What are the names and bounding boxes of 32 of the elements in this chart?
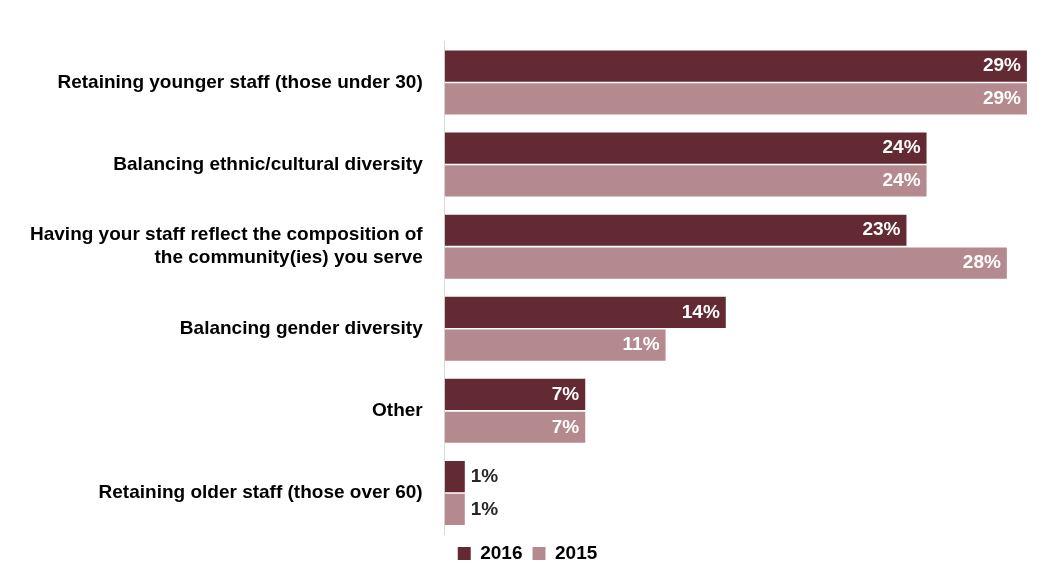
y-tick-label: Balancing gender diversity [179, 316, 424, 338]
bar [444, 493, 465, 525]
bar [444, 460, 465, 493]
bar [444, 50, 1027, 82]
data-label: 14% [681, 300, 720, 322]
y-tick-label: Balancing ethnic/cultural diversity [113, 152, 424, 174]
data-label: 11% [622, 333, 660, 355]
bar [444, 165, 927, 197]
bar [444, 214, 907, 246]
bar [444, 132, 927, 164]
data-label: 29% [982, 87, 1022, 109]
data-label: 1% [470, 497, 499, 519]
data-label: 24% [882, 169, 921, 191]
data-label: 28% [962, 251, 1001, 273]
legend-label: 2015 [555, 541, 598, 563]
data-label: 23% [862, 218, 901, 240]
y-tick-label: Having your staff reflect the composition of the community(ies) you serve [29, 223, 424, 268]
data-label: 7% [551, 415, 580, 437]
bar [444, 83, 1027, 115]
data-label: 7% [551, 382, 580, 404]
bar [444, 247, 1007, 279]
bar [444, 296, 726, 328]
data-label: 24% [882, 136, 921, 158]
bar [444, 329, 666, 361]
data-label: 1% [470, 464, 499, 486]
bar [444, 378, 586, 411]
legend-label: 2016 [480, 541, 523, 563]
y-tick-label: Retaining older staff (those over 60) [98, 481, 423, 503]
y-tick-label: Retaining younger staff (those under 30) [57, 70, 423, 92]
bar [444, 411, 586, 443]
data-label: 29% [982, 54, 1022, 76]
y-tick-label: Other [372, 399, 424, 421]
